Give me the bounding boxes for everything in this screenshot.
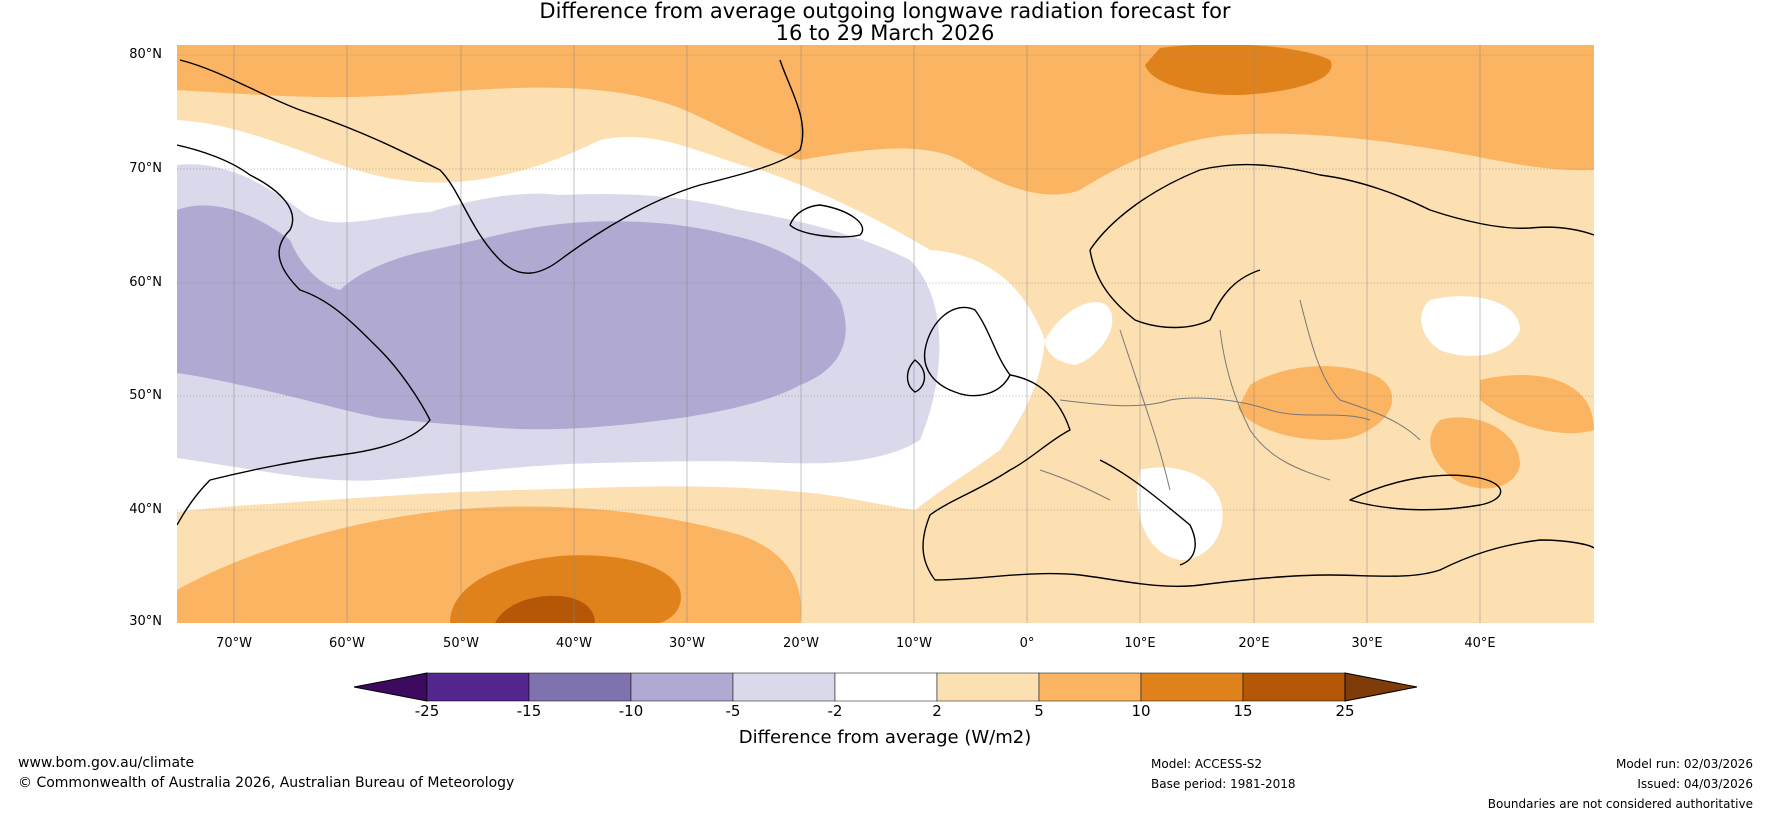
- coastlines: [177, 59, 1594, 588]
- scandinavia-russia-arctic-coast: [1089, 163, 1594, 251]
- colorbar-tick-label: 10: [1131, 702, 1151, 720]
- lat-label-80n: 80°N: [129, 47, 162, 62]
- ireland-coast: [906, 359, 926, 393]
- graticule: [177, 54, 1594, 511]
- colorbar-tick-label: 2: [932, 702, 942, 720]
- colorbar-swatch-6: [936, 672, 1040, 702]
- lat-label-50n: 50°N: [129, 388, 162, 403]
- lon-label-40e: 40°E: [1464, 636, 1496, 651]
- iceland-coast: [789, 204, 864, 238]
- lon-label-20w: 20°W: [783, 636, 819, 651]
- colorbar-extend-high: [1344, 672, 1418, 702]
- north-america-coast: [177, 144, 431, 526]
- lat-label-30n: 30°N: [129, 614, 162, 629]
- lon-label-60w: 60°W: [329, 636, 365, 651]
- colorbar: [353, 672, 1418, 702]
- colorbar-swatch-3: [630, 672, 734, 702]
- anomaly-10-to-15-svalbard: [1145, 45, 1332, 96]
- anomaly-5-to-10-east: [1480, 375, 1594, 434]
- colorbar-tick-label: 5: [1034, 702, 1044, 720]
- lon-label-10e: 10°E: [1124, 636, 1156, 651]
- anomaly-near-normal-russia: [1421, 296, 1520, 356]
- baltic-coast: [1089, 249, 1261, 329]
- anomaly-5-to-10-black-sea: [1430, 417, 1520, 489]
- colorbar-title: Difference from average (W/m2): [738, 727, 1032, 748]
- lon-label-0: 0°: [1019, 636, 1035, 651]
- footer-website: www.bom.gov.au/climate: [18, 755, 195, 771]
- footer-base-period: Base period: 1981-2018: [1151, 777, 1296, 791]
- anomaly-near-normal-north-sea: [1045, 301, 1113, 365]
- colorbar-swatch-2: [528, 672, 632, 702]
- map-title-line-2: 16 to 29 March 2026: [775, 21, 995, 45]
- map-title-line-1: Difference from average outgoing longwav…: [539, 0, 1231, 23]
- lon-label-20e: 20°E: [1238, 636, 1270, 651]
- lon-label-30w: 30°W: [669, 636, 705, 651]
- colorbar-swatch-7: [1038, 672, 1142, 702]
- lat-label-70n: 70°N: [129, 161, 162, 176]
- footer-model-run: Model run: 02/03/2026: [1615, 757, 1753, 771]
- lat-label-40n: 40°N: [129, 502, 162, 517]
- colorbar-extend-low: [353, 672, 428, 702]
- colorbar-tick-label: 15: [1233, 702, 1253, 720]
- black-sea-coast: [1349, 474, 1502, 511]
- colorbar-swatch-8: [1140, 672, 1244, 702]
- colorbar-swatch-1: [426, 672, 530, 702]
- footer-issued: Issued: 04/03/2026: [1637, 777, 1753, 791]
- lon-label-70w: 70°W: [216, 636, 252, 651]
- footer-disclaimer: Boundaries are not considered authoritat…: [1487, 797, 1753, 811]
- forecast-map: [177, 45, 1594, 623]
- colorbar-swatch-4: [732, 672, 836, 702]
- colorbar-tick-label: -5: [725, 702, 741, 720]
- anomaly-minus-5-to-minus-10: [177, 205, 846, 430]
- great-britain-coast: [923, 306, 1011, 397]
- anomaly-5-to-10-central-europe: [1238, 366, 1393, 440]
- colorbar-swatch-9: [1242, 672, 1346, 702]
- anomaly-near-normal-mediterranean: [1137, 467, 1223, 560]
- colorbar-tick-label: -15: [516, 702, 542, 720]
- colorbar-tick-label: 25: [1335, 702, 1355, 720]
- western-europe-coast: [922, 374, 1071, 581]
- lat-label-60n: 60°N: [129, 275, 162, 290]
- colorbar-tick-label: -25: [414, 702, 440, 720]
- country-borders: [1039, 299, 1421, 501]
- lon-label-10w: 10°W: [896, 636, 932, 651]
- italy-coast: [1099, 459, 1196, 566]
- colorbar-swatch-5: [834, 672, 938, 702]
- lon-label-50w: 50°W: [443, 636, 479, 651]
- footer-model: Model: ACCESS-S2: [1151, 757, 1263, 771]
- map-plot-area: [177, 45, 1594, 623]
- footer-copyright: © Commonwealth of Australia 2026, Austra…: [18, 775, 515, 791]
- greenland-coast: [179, 59, 804, 274]
- north-africa-coast: [934, 539, 1594, 588]
- anomaly-15-to-25-south: [495, 595, 595, 623]
- colorbar-tick-label: -10: [618, 702, 644, 720]
- lon-label-40w: 40°W: [556, 636, 592, 651]
- meridians: [233, 45, 1481, 623]
- anomaly-10-to-15-south: [450, 555, 681, 623]
- colorbar-tick-label: -2: [827, 702, 843, 720]
- lon-label-30e: 30°E: [1351, 636, 1383, 651]
